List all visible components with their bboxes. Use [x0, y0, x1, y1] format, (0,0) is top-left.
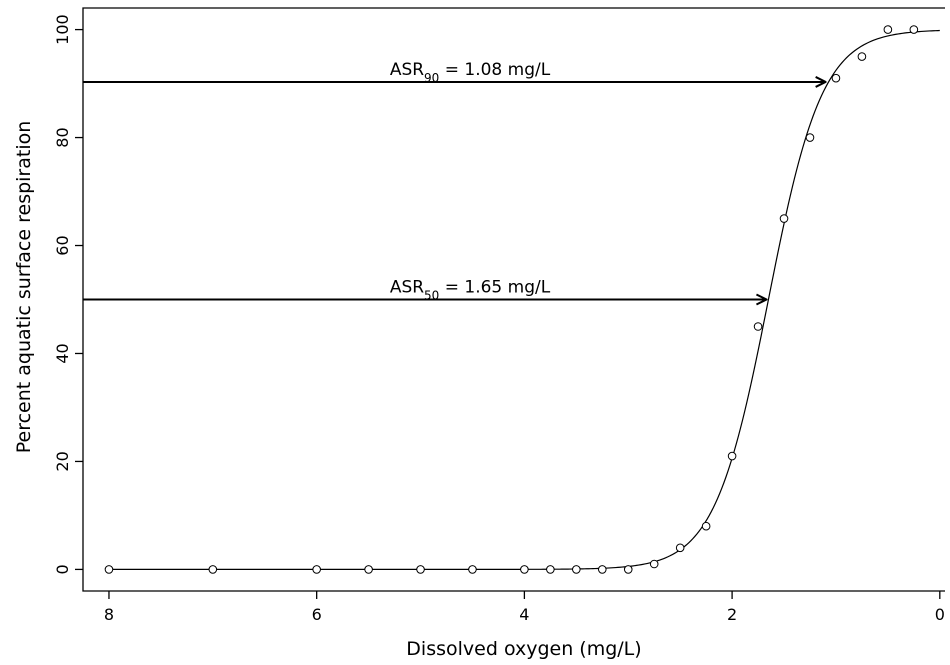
y-tick-label: 80: [53, 127, 72, 147]
asr-label: ASR90 = 1.08 mg/L: [390, 60, 551, 85]
data-point: [701, 521, 711, 531]
data-point: [753, 322, 763, 331]
data-point: [572, 565, 581, 574]
data-point: [779, 214, 789, 223]
data-point: [312, 565, 321, 574]
y-tick-label: 20: [53, 451, 72, 471]
data-point: [623, 565, 633, 574]
x-tick-label: 4: [519, 605, 529, 624]
data-point: [520, 565, 529, 574]
y-tick-label: 0: [53, 564, 72, 574]
asr-label: ASR50 = 1.65 mg/L: [390, 278, 551, 303]
data-points: [104, 25, 919, 574]
annotations: ASR90 = 1.08 mg/L ASR50 = 1.65 mg/L: [83, 60, 825, 303]
y-tick-label: 60: [53, 235, 72, 255]
x-tick-label: 8: [104, 605, 114, 624]
data-point: [675, 543, 685, 553]
x-tick-label: 6: [312, 605, 322, 624]
data-point: [104, 565, 114, 574]
y-tick-label: 100: [53, 14, 72, 45]
x-tick-label: 2: [727, 605, 737, 624]
data-point: [857, 52, 867, 61]
x-tick-label: 0: [935, 605, 945, 624]
data-point: [416, 565, 425, 574]
data-point: [909, 25, 919, 34]
y-axis-title: Percent aquatic surface respiration: [13, 121, 35, 454]
x-axis-title: Dissolved oxygen (mg/L): [406, 638, 641, 660]
data-point: [727, 451, 737, 461]
data-point: [546, 565, 555, 574]
data-point: [883, 25, 893, 34]
data-point: [597, 565, 607, 574]
data-point: [805, 133, 815, 142]
data-point: [208, 565, 218, 574]
data-point: [364, 565, 373, 574]
y-tick-label: 40: [53, 343, 72, 363]
data-point: [468, 565, 477, 574]
data-point: [831, 73, 841, 83]
data-point: [649, 559, 659, 569]
